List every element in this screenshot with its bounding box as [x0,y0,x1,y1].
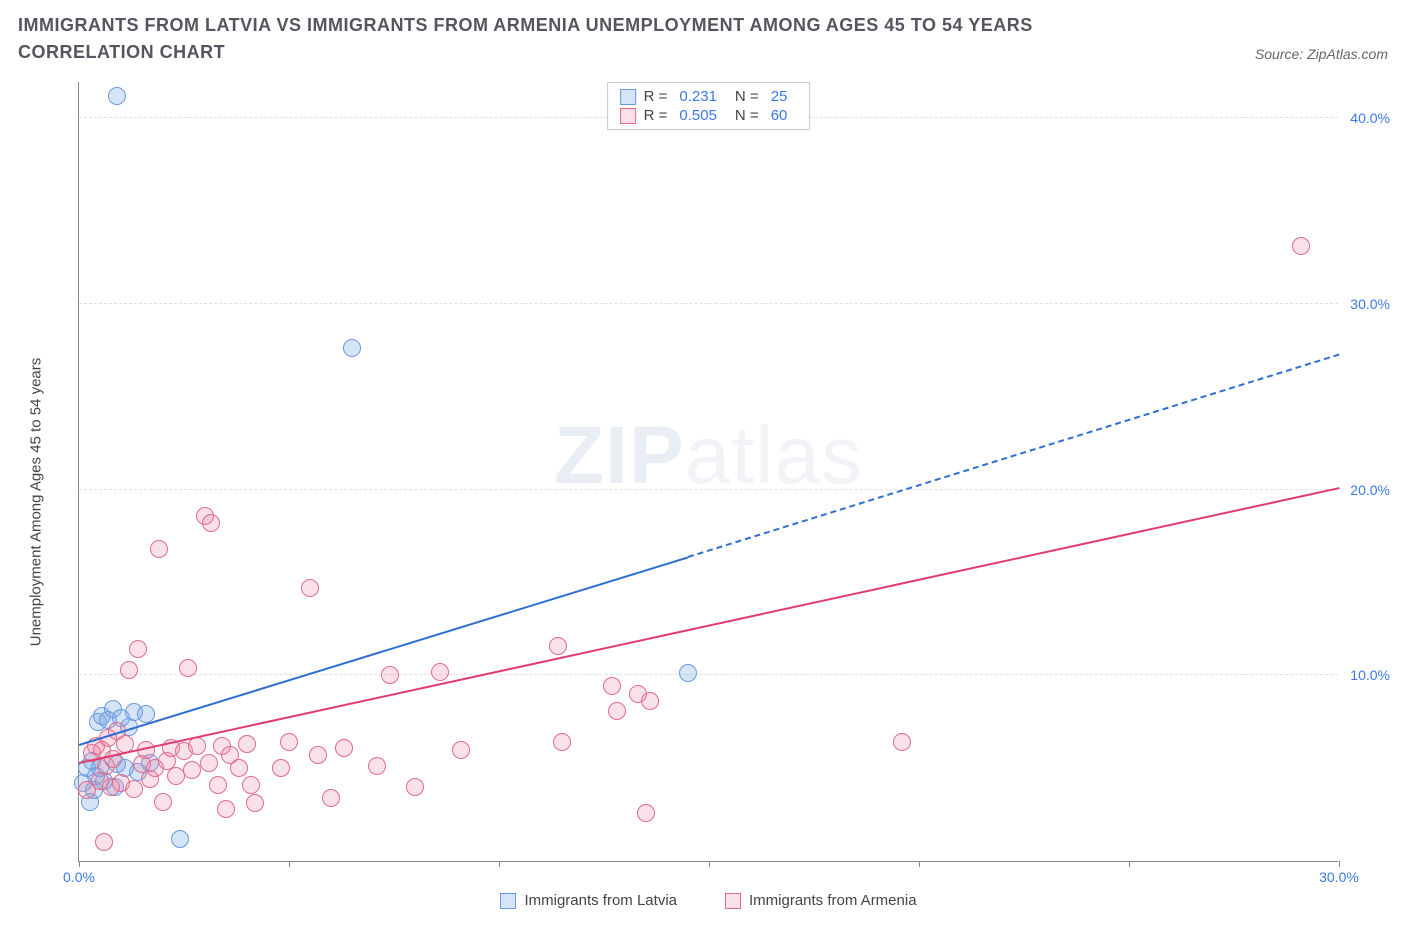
data-point-armenia [209,776,227,794]
legend-series: Immigrants from Latvia Immigrants from A… [79,892,1338,909]
legend-stats-box: R = 0.231 N = 25 R = 0.505 N = 60 [607,82,811,130]
x-tick [709,861,710,867]
n-value-latvia: 25 [767,88,798,105]
data-point-armenia [406,778,424,796]
y-tick-label: 40.0% [1350,110,1390,126]
legend-label-latvia: Immigrants from Latvia [524,892,677,909]
data-point-armenia [381,666,399,684]
n-value-armenia: 60 [767,107,798,124]
data-point-armenia [242,776,260,794]
trend-line [79,488,1339,765]
data-point-armenia [230,759,248,777]
x-tick [1339,861,1340,867]
data-point-armenia [301,579,319,597]
n-label: N = [735,107,759,124]
x-tick [1129,861,1130,867]
data-point-armenia [608,702,626,720]
swatch-armenia [620,108,636,124]
swatch-latvia [620,89,636,105]
x-tick-label: 0.0% [63,869,95,885]
data-point-armenia [280,733,298,751]
gridline [79,489,1338,490]
watermark-light: atlas [685,410,863,501]
data-point-armenia [431,663,449,681]
legend-label-armenia: Immigrants from Armenia [749,892,917,909]
source-label: Source: ZipAtlas.com [1255,46,1388,66]
data-point-armenia [553,733,571,751]
data-point-armenia [238,735,256,753]
legend-item-latvia: Immigrants from Latvia [500,892,677,909]
trend-line [79,556,689,745]
data-point-armenia [125,780,143,798]
data-point-armenia [246,794,264,812]
data-point-armenia [167,767,185,785]
chart-header: IMMIGRANTS FROM LATVIA VS IMMIGRANTS FRO… [18,12,1388,66]
data-point-latvia [679,664,697,682]
y-axis-label: Unemployment Among Ages 45 to 54 years [28,358,45,647]
data-point-armenia [129,640,147,658]
legend-row-latvia: R = 0.231 N = 25 [620,87,798,106]
data-point-armenia [183,761,201,779]
x-tick [919,861,920,867]
y-tick-label: 30.0% [1350,296,1390,312]
r-label: R = [644,107,668,124]
r-value-armenia: 0.505 [675,107,727,124]
data-point-armenia [1292,237,1310,255]
data-point-armenia [368,757,386,775]
data-point-armenia [603,677,621,695]
watermark-bold: ZIP [554,410,685,501]
data-point-armenia [549,637,567,655]
data-point-armenia [95,833,113,851]
x-tick [289,861,290,867]
data-point-armenia [322,789,340,807]
data-point-armenia [200,754,218,772]
data-point-armenia [217,800,235,818]
legend-row-armenia: R = 0.505 N = 60 [620,106,798,125]
data-point-latvia [343,339,361,357]
data-point-armenia [637,804,655,822]
swatch-latvia [500,893,516,909]
x-tick [499,861,500,867]
data-point-armenia [335,739,353,757]
data-point-armenia [641,692,659,710]
data-point-armenia [452,741,470,759]
r-label: R = [644,88,668,105]
data-point-armenia [154,793,172,811]
data-point-armenia [272,759,290,777]
data-point-latvia [171,830,189,848]
data-point-armenia [120,661,138,679]
data-point-armenia [893,733,911,751]
data-point-armenia [309,746,327,764]
n-label: N = [735,88,759,105]
gridline [79,674,1338,675]
data-point-armenia [150,540,168,558]
plot-area: ZIPatlas R = 0.231 N = 25 R = 0.505 N = … [78,82,1338,862]
data-point-armenia [202,514,220,532]
chart-title: IMMIGRANTS FROM LATVIA VS IMMIGRANTS FRO… [18,12,1118,66]
data-point-latvia [108,87,126,105]
chart-container: Unemployment Among Ages 45 to 54 years Z… [18,72,1388,932]
gridline [79,303,1338,304]
y-tick-label: 20.0% [1350,482,1390,498]
trend-line [688,354,1340,558]
y-tick-label: 10.0% [1350,667,1390,683]
data-point-armenia [179,659,197,677]
swatch-armenia [725,893,741,909]
legend-item-armenia: Immigrants from Armenia [725,892,917,909]
x-tick [79,861,80,867]
r-value-latvia: 0.231 [675,88,727,105]
x-tick-label: 30.0% [1319,869,1359,885]
